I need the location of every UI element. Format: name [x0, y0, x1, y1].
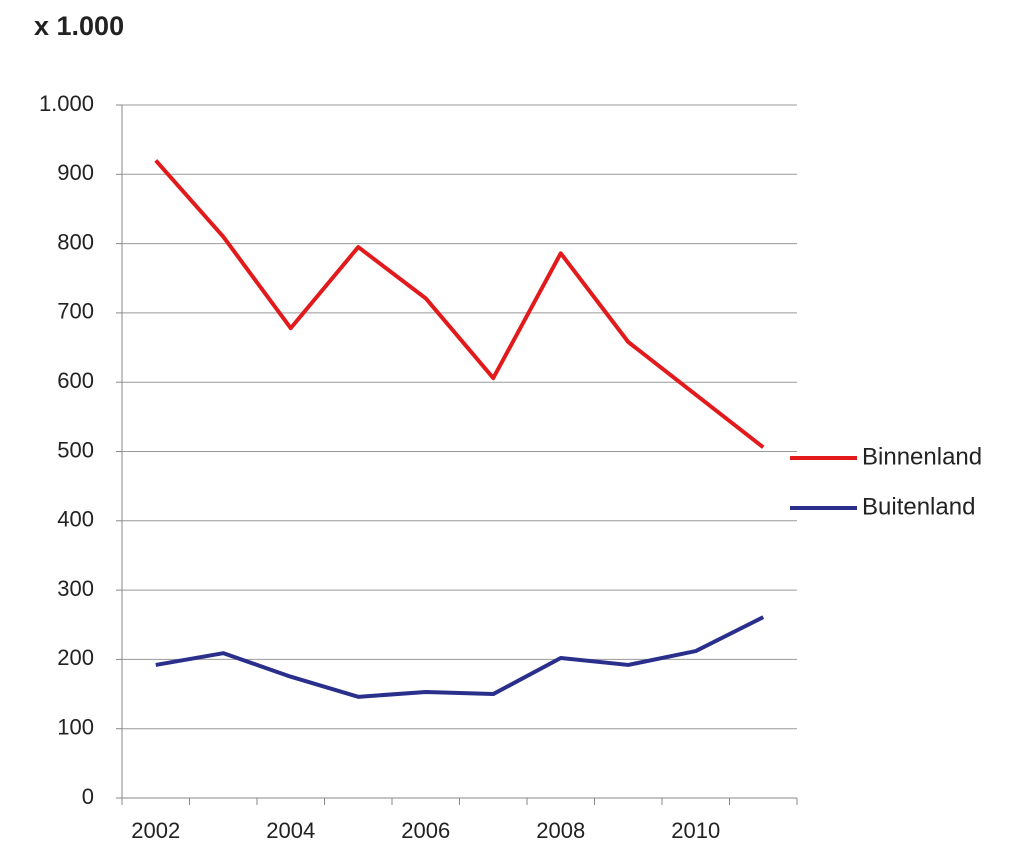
y-tick-label: 700: [57, 299, 94, 324]
y-tick-label: 300: [57, 576, 94, 601]
x-tick-label: 2008: [536, 818, 585, 843]
y-tick-label: 0: [82, 784, 94, 809]
x-tick-label: 2004: [266, 818, 315, 843]
y-tick-label: 800: [57, 229, 94, 254]
y-tick-label: 900: [57, 160, 94, 185]
x-tick-label: 2006: [401, 818, 450, 843]
y-tick-label: 400: [57, 507, 94, 532]
y-tick-label: 1.000: [39, 91, 94, 116]
y-tick-label: 100: [57, 715, 94, 740]
chart-title: x 1.000: [34, 11, 124, 41]
data-line: [155, 615, 765, 699]
y-tick-label: 200: [57, 645, 94, 670]
legend-label: Binnenland: [862, 443, 982, 470]
x-tick-label: 2002: [131, 818, 180, 843]
data-line: [154, 159, 765, 449]
y-tick-label: 500: [57, 437, 94, 462]
y-tick-label: 600: [57, 368, 94, 393]
x-tick-label: 2010: [671, 818, 720, 843]
legend-label: Buitenland: [862, 493, 975, 520]
